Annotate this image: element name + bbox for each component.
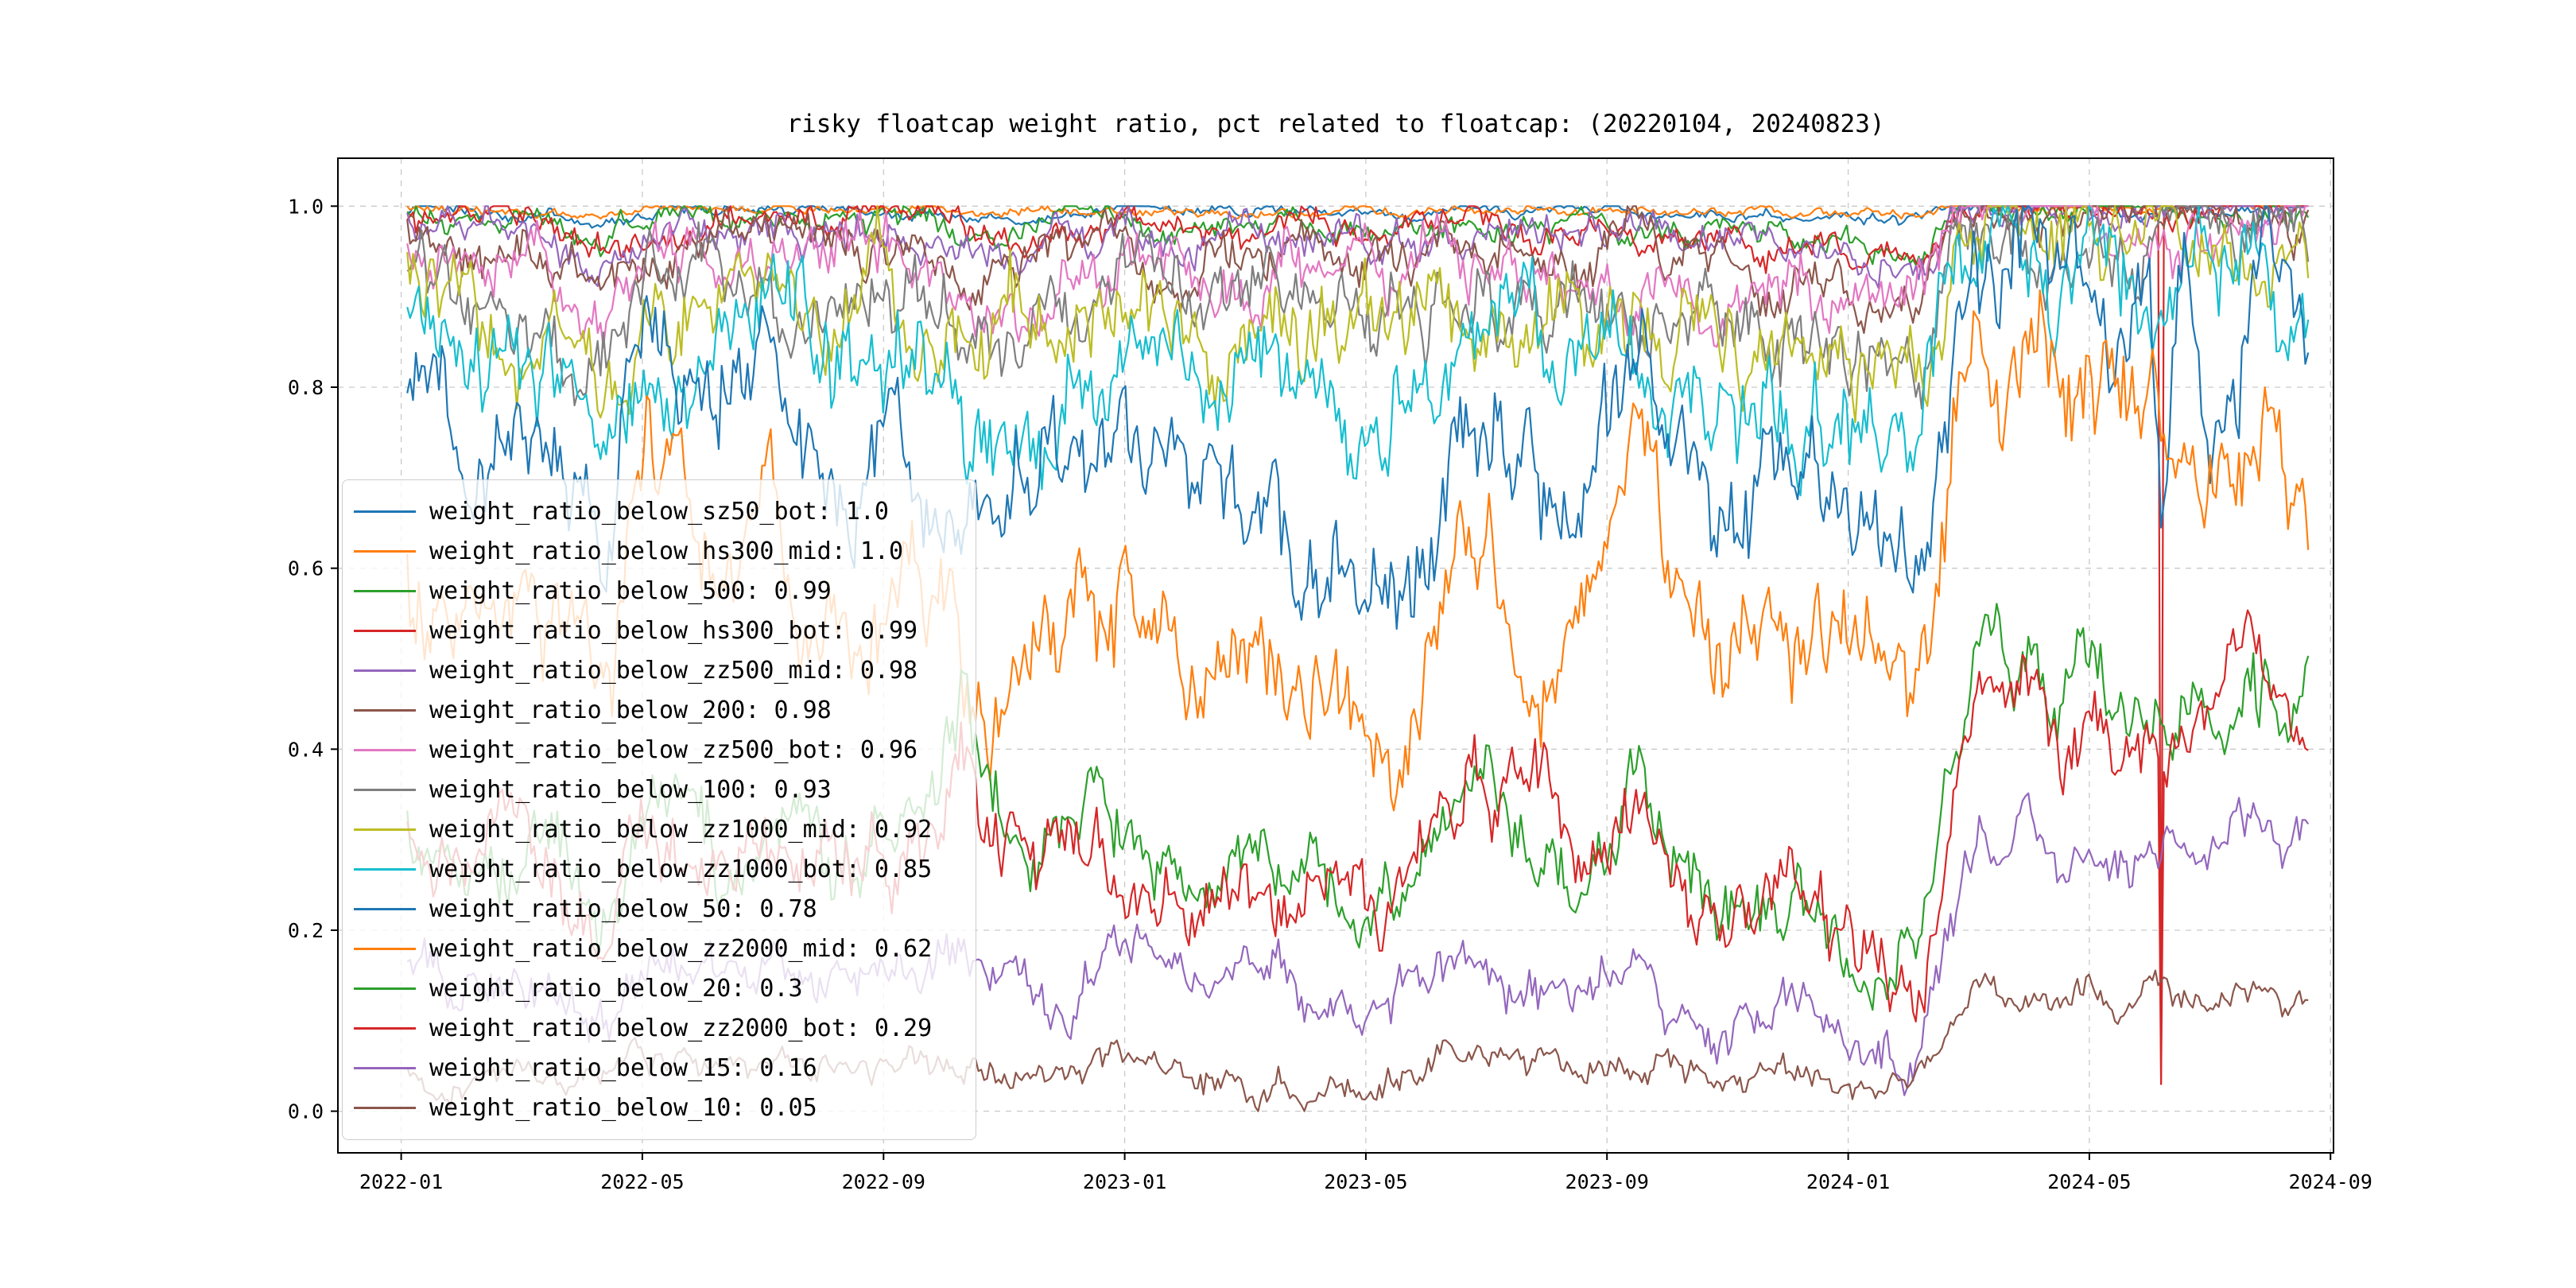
- legend-item: weight_ratio_below_500: 0.99: [354, 572, 964, 610]
- legend: weight_ratio_below_sz50_bot: 1.0 weight_r…: [342, 479, 976, 1140]
- legend-line-swatch: [354, 748, 416, 752]
- legend-item: weight_ratio_below_zz1000_mid: 0.92: [354, 811, 964, 848]
- y-tick-label: 0.2: [288, 919, 324, 942]
- legend-label: weight_ratio_below_50: 0.78: [429, 895, 817, 923]
- legend-line-swatch: [354, 589, 416, 593]
- legend-item: weight_ratio_below_zz2000_mid: 0.62: [354, 930, 964, 968]
- legend-line-swatch: [354, 1106, 416, 1110]
- legend-label: weight_ratio_below_zz1000_bot: 0.85: [429, 855, 933, 883]
- series-line-weight_ratio_below_zz1000_mid: [406, 205, 2310, 424]
- series-line-weight_ratio_below_zz500_mid: [406, 205, 2309, 289]
- legend-label: weight_ratio_below_zz2000_bot: 0.29: [429, 1014, 933, 1042]
- legend-line-swatch: [354, 669, 416, 673]
- legend-item: weight_ratio_below_50: 0.78: [354, 890, 964, 928]
- legend-item: weight_ratio_below_100: 0.93: [354, 771, 964, 809]
- legend-line-swatch: [354, 867, 416, 871]
- y-tick-label: 0.6: [288, 557, 324, 580]
- legend-item: weight_ratio_below_zz1000_bot: 0.85: [354, 851, 964, 888]
- y-tick-label: 0.4: [288, 738, 324, 761]
- legend-line-swatch: [354, 907, 416, 911]
- y-tick-label: 1.0: [288, 195, 324, 218]
- legend-item: weight_ratio_below_zz500_bot: 0.96: [354, 731, 964, 769]
- x-tick-label: 2024-09: [2289, 1170, 2372, 1193]
- legend-line-swatch: [354, 1066, 416, 1070]
- legend-label: weight_ratio_below_zz2000_mid: 0.62: [429, 935, 933, 963]
- legend-label: weight_ratio_below_hs300_bot: 0.99: [429, 617, 918, 645]
- legend-label: weight_ratio_below_hs300_mid: 1.0: [429, 537, 904, 565]
- series-line-weight_ratio_below_zz1000_bot: [406, 205, 2310, 497]
- tick-labels: 0.0 0.2 0.4 0.6 0.8 1.0 2022-01 2022-05 2022-09 2…: [288, 195, 2372, 1193]
- x-tick-label: 2024-05: [2047, 1170, 2131, 1193]
- legend-line-swatch: [354, 828, 416, 832]
- x-tick-label: 2022-05: [600, 1170, 684, 1193]
- legend-label: weight_ratio_below_10: 0.05: [429, 1094, 817, 1122]
- legend-line-swatch: [354, 549, 416, 553]
- legend-label: weight_ratio_below_200: 0.98: [429, 696, 832, 724]
- legend-label: weight_ratio_below_100: 0.93: [429, 776, 832, 804]
- legend-line-swatch: [354, 1026, 416, 1030]
- legend-label: weight_ratio_below_zz500_bot: 0.96: [429, 736, 918, 764]
- series-lines: [406, 205, 2310, 1112]
- legend-item: weight_ratio_below_sz50_bot: 1.0: [354, 493, 964, 530]
- legend-label: weight_ratio_below_sz50_bot: 1.0: [429, 498, 889, 526]
- series-line-weight_ratio_below_500: [406, 205, 2310, 266]
- legend-item: weight_ratio_below_zz500_mid: 0.98: [354, 652, 964, 689]
- x-tick-label: 2023-01: [1083, 1170, 1166, 1193]
- legend-item: weight_ratio_below_10: 0.05: [354, 1089, 964, 1127]
- legend-label: weight_ratio_below_500: 0.99: [429, 577, 832, 605]
- x-tick-label: 2023-05: [1324, 1170, 1407, 1193]
- x-tick-label: 2022-01: [359, 1170, 443, 1193]
- legend-label: weight_ratio_below_20: 0.3: [429, 975, 803, 1003]
- legend-item: weight_ratio_below_15: 0.16: [354, 1049, 964, 1087]
- legend-item: weight_ratio_below_zz2000_bot: 0.29: [354, 1010, 964, 1047]
- legend-label: weight_ratio_below_zz500_mid: 0.98: [429, 657, 918, 685]
- legend-label: weight_ratio_below_zz1000_mid: 0.92: [429, 816, 933, 844]
- y-tick-label: 0.0: [288, 1100, 324, 1123]
- x-tick-label: 2023-09: [1565, 1170, 1649, 1193]
- legend-line-swatch: [354, 987, 416, 991]
- legend-label: weight_ratio_below_15: 0.16: [429, 1054, 817, 1082]
- series-line-weight_ratio_below_50: [406, 205, 2310, 630]
- legend-line-swatch: [354, 629, 416, 633]
- axes-border: [337, 157, 2334, 1154]
- legend-item: weight_ratio_below_20: 0.3: [354, 970, 964, 1007]
- legend-item: weight_ratio_below_200: 0.98: [354, 692, 964, 729]
- legend-line-swatch: [354, 510, 416, 514]
- x-tick-label: 2022-09: [842, 1170, 925, 1193]
- chart-title: risky floatcap weight ratio, pct related…: [786, 110, 1885, 138]
- legend-item: weight_ratio_below_hs300_bot: 0.99: [354, 612, 964, 650]
- legend-line-swatch: [354, 788, 416, 792]
- y-tick-label: 0.8: [288, 376, 324, 399]
- legend-line-swatch: [354, 947, 416, 951]
- legend-item: weight_ratio_below_hs300_mid: 1.0: [354, 533, 964, 570]
- legend-line-swatch: [354, 708, 416, 712]
- x-tick-label: 2024-01: [1806, 1170, 1890, 1193]
